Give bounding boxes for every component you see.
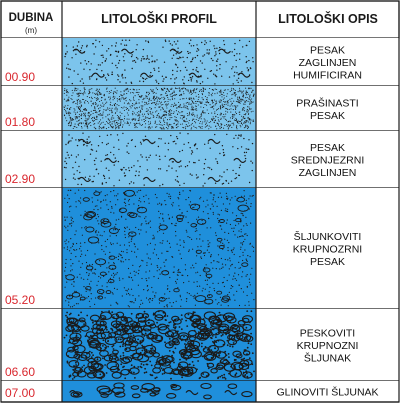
description-line: GLINOVITI ŠLJUNAK bbox=[276, 386, 378, 399]
pattern-silty-sand bbox=[63, 87, 255, 130]
description-line: HUMIFICIRAN bbox=[293, 70, 362, 82]
depth-unit-label: (m) bbox=[25, 26, 37, 35]
pattern-clayey-gravel bbox=[69, 382, 253, 400]
description-line: KRUPNOZRNI bbox=[293, 244, 362, 256]
layer-6: 07.00 GLINOVITI ŠLJUNAK bbox=[1, 381, 399, 403]
depth-column-title: DUBINA bbox=[9, 12, 54, 24]
description-line: PESAK bbox=[310, 110, 345, 122]
description-line: PESAK bbox=[310, 142, 345, 154]
description-line: ŠLJUNKOVITI bbox=[294, 230, 362, 243]
description-line: PESAK bbox=[310, 45, 345, 57]
pattern-sand-clayey-sparse bbox=[63, 132, 254, 187]
depth-label: 02.90 bbox=[5, 172, 35, 186]
layers: 00.90PESAKZAGLINJENHUMIFICIRAN01.80PRAŠI… bbox=[1, 38, 399, 403]
pattern-gravelly-sand bbox=[63, 189, 255, 308]
depth-label: 06.60 bbox=[5, 365, 35, 379]
depth-label: 05.20 bbox=[5, 293, 35, 307]
depth-label: 00.90 bbox=[5, 70, 35, 84]
description-line: ZAGLINJEN bbox=[299, 167, 357, 179]
pattern-sandy-gravel bbox=[63, 310, 255, 380]
pattern-sand-clayey bbox=[64, 39, 254, 85]
description-column-title: LITOLOŠKI OPIS bbox=[278, 11, 378, 26]
layer-fill bbox=[62, 188, 256, 309]
description-line: PESKOVITI bbox=[300, 328, 355, 340]
description-line: PRAŠINASTI bbox=[296, 96, 358, 109]
layer-fill bbox=[62, 38, 256, 86]
header-row: DUBINA (m) LITOLOŠKI PROFIL LITOLOŠKI OP… bbox=[0, 0, 400, 39]
depth-label: 07.00 bbox=[5, 386, 35, 400]
description-line: PESAK bbox=[310, 256, 345, 268]
layer-fill bbox=[62, 131, 256, 188]
depth-label: 01.80 bbox=[5, 115, 35, 129]
description-line: SREDNJEZRNI bbox=[291, 155, 365, 167]
description-line: KRUPNOZNI bbox=[297, 340, 359, 352]
profile-column-title: LITOLOŠKI PROFIL bbox=[101, 11, 217, 26]
description-line: ŠLJUNAK bbox=[304, 352, 351, 365]
description-line: ZAGLINJEN bbox=[299, 57, 357, 69]
